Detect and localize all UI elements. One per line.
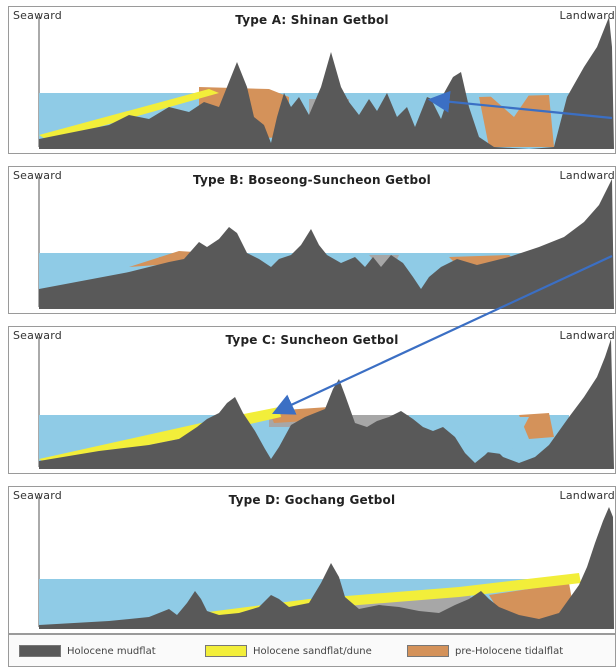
legend-item-tidalflat: pre-Holocene tidalflat — [407, 644, 563, 658]
cross-section-type-c — [38, 337, 614, 469]
landward-label: Landward — [559, 9, 615, 22]
legend-label: pre-Holocene tidalflat — [455, 645, 564, 657]
water-channel — [449, 417, 529, 455]
panel-title: Type C: Suncheon Getbol — [225, 333, 399, 347]
panel-title: Type D: Gochang Getbol — [228, 493, 396, 507]
panel-type-b: Seaward Type B: Boseong-Suncheon Getbol … — [8, 166, 616, 314]
seaward-label: Seaward — [13, 329, 62, 342]
panel-title: Type B: Boseong-Suncheon Getbol — [192, 173, 431, 187]
cross-section-type-a — [38, 17, 614, 149]
panel-type-d: Seaward Type D: Gochang Getbol Landward — [8, 486, 616, 634]
seaward-label: Seaward — [13, 489, 62, 502]
landward-label: Landward — [559, 489, 615, 502]
legend-item-mudflat: Holocene mudflat — [19, 644, 156, 658]
panel-title: Type A: Shinan Getbol — [235, 13, 389, 27]
holocene-mudflat — [39, 339, 614, 469]
cross-section-type-d — [38, 497, 614, 629]
legend-swatch — [205, 645, 247, 657]
seaward-label: Seaward — [13, 9, 62, 22]
legend: Holocene mudflat Holocene sandflat/dune … — [8, 634, 616, 667]
landward-label: Landward — [559, 169, 615, 182]
pre-holocene-tidalflat — [519, 413, 554, 439]
holocene-mudflat — [39, 179, 614, 309]
legend-swatch — [19, 645, 61, 657]
legend-label: Holocene sandflat/dune — [253, 645, 372, 657]
legend-swatch — [407, 645, 449, 657]
legend-label: Holocene mudflat — [67, 645, 156, 657]
holocene-mudflat — [39, 507, 614, 629]
panel-type-c: Seaward Type C: Suncheon Getbol Landward — [8, 326, 616, 474]
landward-label: Landward — [559, 329, 615, 342]
seaward-label: Seaward — [13, 169, 62, 182]
legend-item-sandflat: Holocene sandflat/dune — [205, 644, 372, 658]
cross-section-type-b — [38, 177, 614, 309]
panel-type-a: Seaward Type A: Shinan Getbol Landward — [8, 6, 616, 154]
